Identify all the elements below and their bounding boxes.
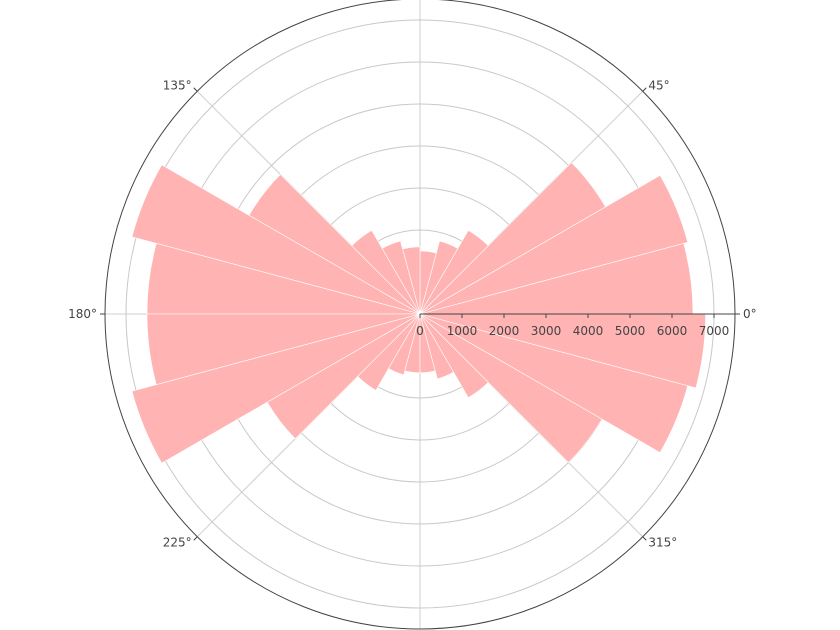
angular-tick-label: 225° <box>163 535 192 549</box>
bar-22.5 <box>419 174 689 315</box>
angular-tick-label: 180° <box>68 307 97 321</box>
angular-tick-225 <box>193 536 198 541</box>
bar-157.5 <box>131 164 421 315</box>
radial-tick-label: 4000 <box>573 324 604 338</box>
angular-tick-label: 0° <box>743 307 757 321</box>
bar-layer <box>131 162 706 464</box>
angular-tick-label: 315° <box>648 535 677 549</box>
bar-67.5 <box>419 240 459 315</box>
radial-tick-label: 1000 <box>447 324 478 338</box>
radial-tick-label: 3000 <box>531 324 562 338</box>
bar-37.5 <box>419 162 606 315</box>
bar-52.5 <box>419 229 489 315</box>
angular-tick-45 <box>642 87 647 92</box>
bar-202.5 <box>131 313 421 464</box>
angular-tick-315 <box>642 536 647 541</box>
radial-tick-label: 6000 <box>657 324 688 338</box>
radial-tick-label: 7000 <box>699 324 730 338</box>
axis-layer: 0 1000 2000 3000 4000 5000 6000 7000 0° 45° 135° 18… <box>68 0 757 630</box>
angular-tick-135 <box>193 87 198 92</box>
radial-tick-label: 2000 <box>489 324 520 338</box>
bar-232.5 <box>357 313 421 391</box>
radial-tick-label: 0 <box>416 324 424 338</box>
bar-217.5 <box>266 313 421 440</box>
angular-tick-label: 135° <box>163 79 192 93</box>
radial-tick-label: 5000 <box>615 324 646 338</box>
bar-247.5 <box>388 313 421 376</box>
angular-tick-label: 45° <box>648 79 669 93</box>
